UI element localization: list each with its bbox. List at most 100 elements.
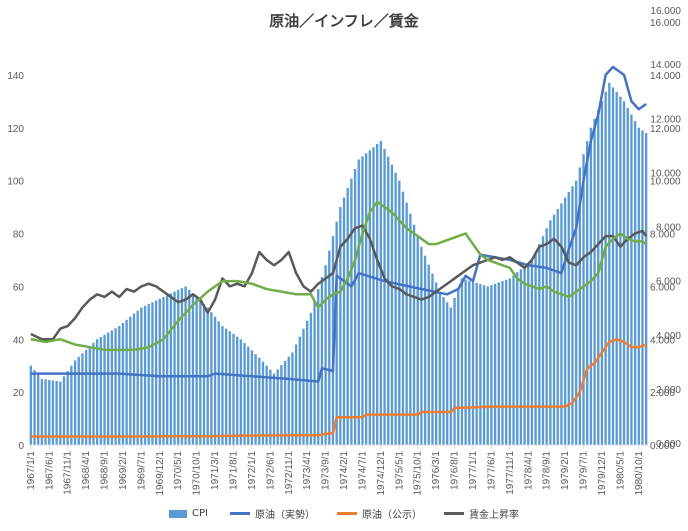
- cpi-bar: [394, 172, 397, 445]
- cpi-bar: [552, 214, 556, 445]
- cpi-bar: [482, 285, 486, 445]
- cpi-bar: [247, 346, 250, 445]
- cpi-bar: [107, 332, 110, 445]
- cpi-bar: [199, 300, 202, 445]
- cpi-bars: [29, 82, 648, 446]
- cpi-bar: [527, 263, 530, 445]
- cpi-bar: [132, 313, 136, 445]
- cpi-bar: [622, 101, 626, 445]
- cpi-bar: [177, 289, 180, 445]
- cpi-bar: [265, 365, 268, 445]
- cpi-bar: [158, 298, 161, 445]
- chart-title: 原油／インフレ／賃金: [269, 12, 419, 30]
- cpi-bar: [77, 356, 80, 446]
- cpi-bar: [280, 365, 283, 445]
- y-tick-label: 40: [13, 335, 25, 346]
- cpi-bar: [416, 235, 419, 445]
- cpi-bar: [619, 96, 622, 445]
- x-tick-label: 1971/3/1: [210, 451, 221, 490]
- legend: CPI 原油（実勢） 原油（公示） 賃金上昇率: [0, 506, 688, 521]
- cpi-bar: [368, 150, 371, 445]
- cpi-bar: [232, 333, 235, 445]
- x-tick-label: 1968/9/1: [100, 451, 111, 490]
- cpi-bar: [269, 369, 272, 445]
- cpi-bar: [350, 178, 353, 445]
- cpi-bar: [468, 280, 471, 445]
- cpi-bar: [313, 300, 316, 445]
- cpi-bar: [37, 374, 40, 445]
- cpi-bar: [309, 312, 313, 445]
- cpi-bar: [549, 220, 552, 445]
- x-tick-label: 1980/10/1: [634, 451, 645, 496]
- cpi-bar: [88, 346, 91, 445]
- series-line-3: [30, 224, 648, 341]
- x-tick-label: 1975/5/1: [394, 451, 405, 490]
- cpi-bar: [346, 188, 349, 445]
- cpi-bar: [125, 319, 128, 445]
- cpi-bar: [490, 285, 493, 445]
- cpi-bar: [600, 100, 604, 445]
- legend-item-cpi: CPI: [169, 506, 208, 521]
- cpi-bar: [103, 334, 106, 445]
- x-tick-label: 1977/11/1: [505, 451, 516, 495]
- cpi-bar: [434, 282, 438, 445]
- cpi-bar: [84, 349, 88, 445]
- cpi-bar: [136, 310, 139, 445]
- y2-tick-label-inner: 0.000: [650, 441, 675, 452]
- y2-tick-label-outer: 0.000: [656, 439, 681, 450]
- cpi-bar: [66, 370, 69, 445]
- cpi-bar: [504, 279, 508, 445]
- x-tick-label: 1969/2/1: [118, 451, 129, 490]
- cpi-bar: [320, 277, 324, 445]
- cpi-bar: [169, 293, 173, 445]
- cpi-bar: [173, 291, 176, 445]
- x-tick-label: 1967/1/1: [26, 451, 37, 490]
- cpi-bar: [497, 282, 500, 445]
- cpi-bar: [453, 297, 456, 445]
- x-tick-label: 1976/3/1: [431, 451, 442, 490]
- cpi-bar: [412, 224, 416, 445]
- cpi-bar: [589, 127, 593, 445]
- cpi-bar: [383, 148, 386, 445]
- cpi-bar: [560, 203, 563, 445]
- cpi-bar: [460, 278, 464, 445]
- y2-tick-label-inner: 8.000: [650, 230, 675, 241]
- cpi-bar: [283, 360, 287, 445]
- x-tick-label: 1974/2/1: [339, 451, 350, 490]
- cpi-bar: [114, 328, 117, 445]
- cpi-bar: [372, 147, 375, 445]
- cpi-bar: [578, 167, 582, 445]
- legend-label-oil-official: 原油（公示）: [361, 510, 422, 521]
- cpi-bar: [530, 259, 534, 445]
- cpi-bar: [162, 296, 165, 445]
- cpi-bar: [471, 281, 475, 445]
- cpi-bar: [556, 208, 559, 445]
- cpi-bar: [339, 207, 342, 445]
- y-tick-label: 0: [18, 441, 24, 452]
- cpi-bar: [508, 278, 512, 445]
- cpi-bar: [276, 369, 279, 445]
- cpi-bar: [376, 144, 379, 446]
- cpi-bar: [191, 293, 195, 445]
- cpi-bar: [342, 197, 346, 445]
- cpi-bar: [637, 127, 640, 445]
- cpi-bar: [272, 373, 276, 445]
- cpi-bar: [523, 266, 526, 445]
- cpi-bar: [221, 326, 224, 445]
- legend-label-oil-actual: 原油（実勢）: [254, 510, 315, 521]
- cpi-bar: [449, 307, 453, 445]
- x-tick-label: 1976/8/1: [450, 451, 461, 490]
- cpi-bar: [258, 357, 261, 445]
- y-tick-label: 120: [7, 124, 24, 135]
- y2-tick-label-inner: 14.000: [650, 71, 681, 82]
- x-tick-label: 1969/12/1: [155, 451, 166, 496]
- series-line-2: [30, 338, 647, 438]
- legend-swatch-cpi: [169, 509, 188, 518]
- x-tick-label: 1979/7/1: [579, 451, 590, 490]
- cpi-bar: [626, 107, 629, 446]
- cpi-bar: [55, 381, 58, 445]
- cpi-bar: [409, 213, 412, 445]
- x-tick-label: 1967/6/1: [44, 451, 55, 490]
- cpi-bar: [420, 246, 423, 445]
- cpi-bar: [236, 336, 239, 445]
